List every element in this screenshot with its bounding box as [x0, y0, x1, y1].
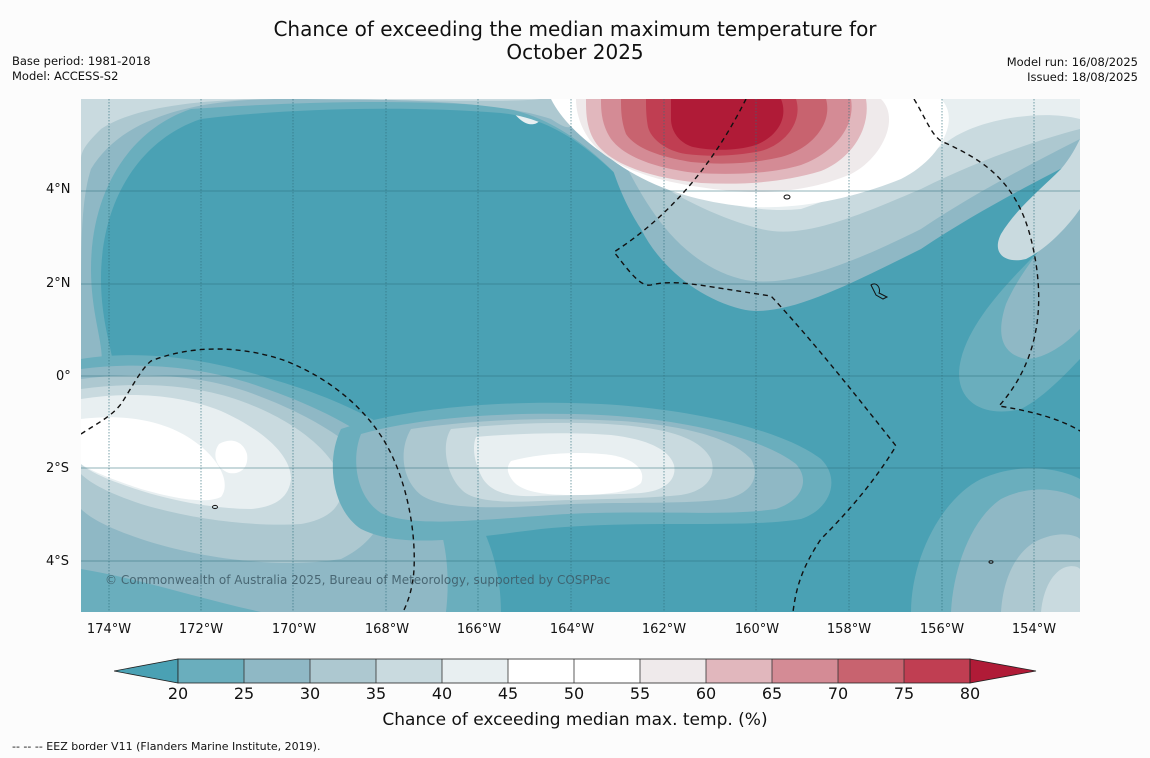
model-run: Model run: 16/08/2025 — [1006, 55, 1138, 69]
issued-date: Issued: 18/08/2025 — [1027, 70, 1138, 84]
field-40-west — [81, 99, 541, 159]
colorbar-tick-65: 65 — [761, 684, 783, 703]
copyright-notice: © Commonwealth of Australia 2025, Bureau… — [105, 573, 611, 587]
field-50-sw2 — [215, 440, 248, 474]
colorbar-min-arrow — [114, 658, 179, 684]
colorbar-20-25 — [178, 659, 244, 683]
islands — [212, 194, 994, 564]
map-panel — [81, 99, 1080, 612]
title-line-2: October 2025 — [506, 40, 644, 64]
eez-borders — [81, 99, 1080, 612]
island-north — [783, 194, 791, 200]
colorbar-tick-40: 40 — [431, 684, 453, 703]
field-40-se — [1041, 566, 1080, 612]
island-southeast — [988, 560, 994, 564]
colorbar-tick-45: 45 — [497, 684, 519, 703]
lon-label-170w: 170°W — [271, 622, 317, 637]
colorbar-30-35 — [310, 659, 376, 683]
eez-border-east — [913, 99, 1080, 432]
eez-border-north — [612, 99, 897, 612]
map-title: Chance of exceeding the median maximum t… — [0, 18, 1150, 64]
colorbar-tick-25: 25 — [233, 684, 255, 703]
colorbar — [114, 658, 1037, 684]
lat-gridlines — [81, 190, 1080, 562]
colorbar-35-40 — [376, 659, 442, 683]
eez-border-west — [81, 348, 415, 612]
field-50-sw — [81, 417, 225, 501]
eez-legend-note: -- -- -- EEZ border V11 (Flanders Marine… — [12, 740, 321, 753]
field-50-cs — [507, 453, 643, 495]
lon-label-172w: 172°W — [178, 622, 224, 637]
meta-right: Model run: 16/08/2025 Issued: 18/08/2025 — [1007, 55, 1138, 85]
colorbar-65-70 — [772, 659, 838, 683]
colorbar-45-50 — [508, 659, 574, 683]
colorbar-tick-50: 50 — [563, 684, 585, 703]
colorbar-tick-20: 20 — [167, 684, 189, 703]
lon-label-164w: 164°W — [549, 622, 595, 637]
colorbar-tick-75: 75 — [893, 684, 915, 703]
lat-label-4n: 4°N — [46, 182, 71, 197]
contour-map — [81, 99, 1080, 612]
meta-left: Base period: 1981-2018 Model: ACCESS-S2 — [12, 54, 151, 84]
colorbar-25-30 — [244, 659, 310, 683]
colorbar-title: Chance of exceeding median max. temp. (%… — [382, 710, 768, 730]
lon-label-174w: 174°W — [86, 622, 132, 637]
colorbar-max-arrow — [969, 658, 1037, 684]
field-30-east — [1001, 159, 1080, 359]
colorbar-tick-55: 55 — [629, 684, 651, 703]
colorbar-tick-80: 80 — [959, 684, 981, 703]
colorbar-tick-30: 30 — [299, 684, 321, 703]
lon-label-162w: 162°W — [641, 622, 687, 637]
lon-label-166w: 166°W — [456, 622, 502, 637]
colorbar-tick-60: 60 — [695, 684, 717, 703]
field-30-west — [81, 99, 621, 389]
field-35-west — [81, 99, 571, 299]
island-kiritimati — [870, 283, 889, 300]
base-period: Base period: 1981-2018 — [12, 54, 151, 68]
model-name: Model: ACCESS-S2 — [12, 69, 119, 83]
colorbar-50-55 — [574, 659, 640, 683]
colorbar-75-80 — [904, 659, 970, 683]
lat-label-2s: 2°S — [46, 461, 70, 476]
lat-label-2n: 2°N — [46, 276, 71, 291]
lon-gridlines — [108, 99, 1035, 612]
lon-label-158w: 158°W — [826, 622, 872, 637]
lon-label-168w: 168°W — [364, 622, 410, 637]
field-40-east — [997, 139, 1080, 261]
field-max-n — [671, 99, 784, 150]
title-line-1: Chance of exceeding the median maximum t… — [273, 17, 877, 41]
colorbar-55-60 — [640, 659, 706, 683]
colorbar-40-45 — [442, 659, 508, 683]
lon-label-154w: 154°W — [1011, 622, 1057, 637]
colorbar-tick-35: 35 — [365, 684, 387, 703]
colorbar-tick-70: 70 — [827, 684, 849, 703]
lat-label-0: 0° — [56, 369, 71, 384]
colorbar-60-65 — [706, 659, 772, 683]
lon-label-156w: 156°W — [919, 622, 965, 637]
lon-label-160w: 160°W — [734, 622, 780, 637]
colorbar-70-75 — [838, 659, 904, 683]
lat-label-4s: 4°S — [46, 554, 70, 569]
island-southwest — [212, 504, 218, 510]
